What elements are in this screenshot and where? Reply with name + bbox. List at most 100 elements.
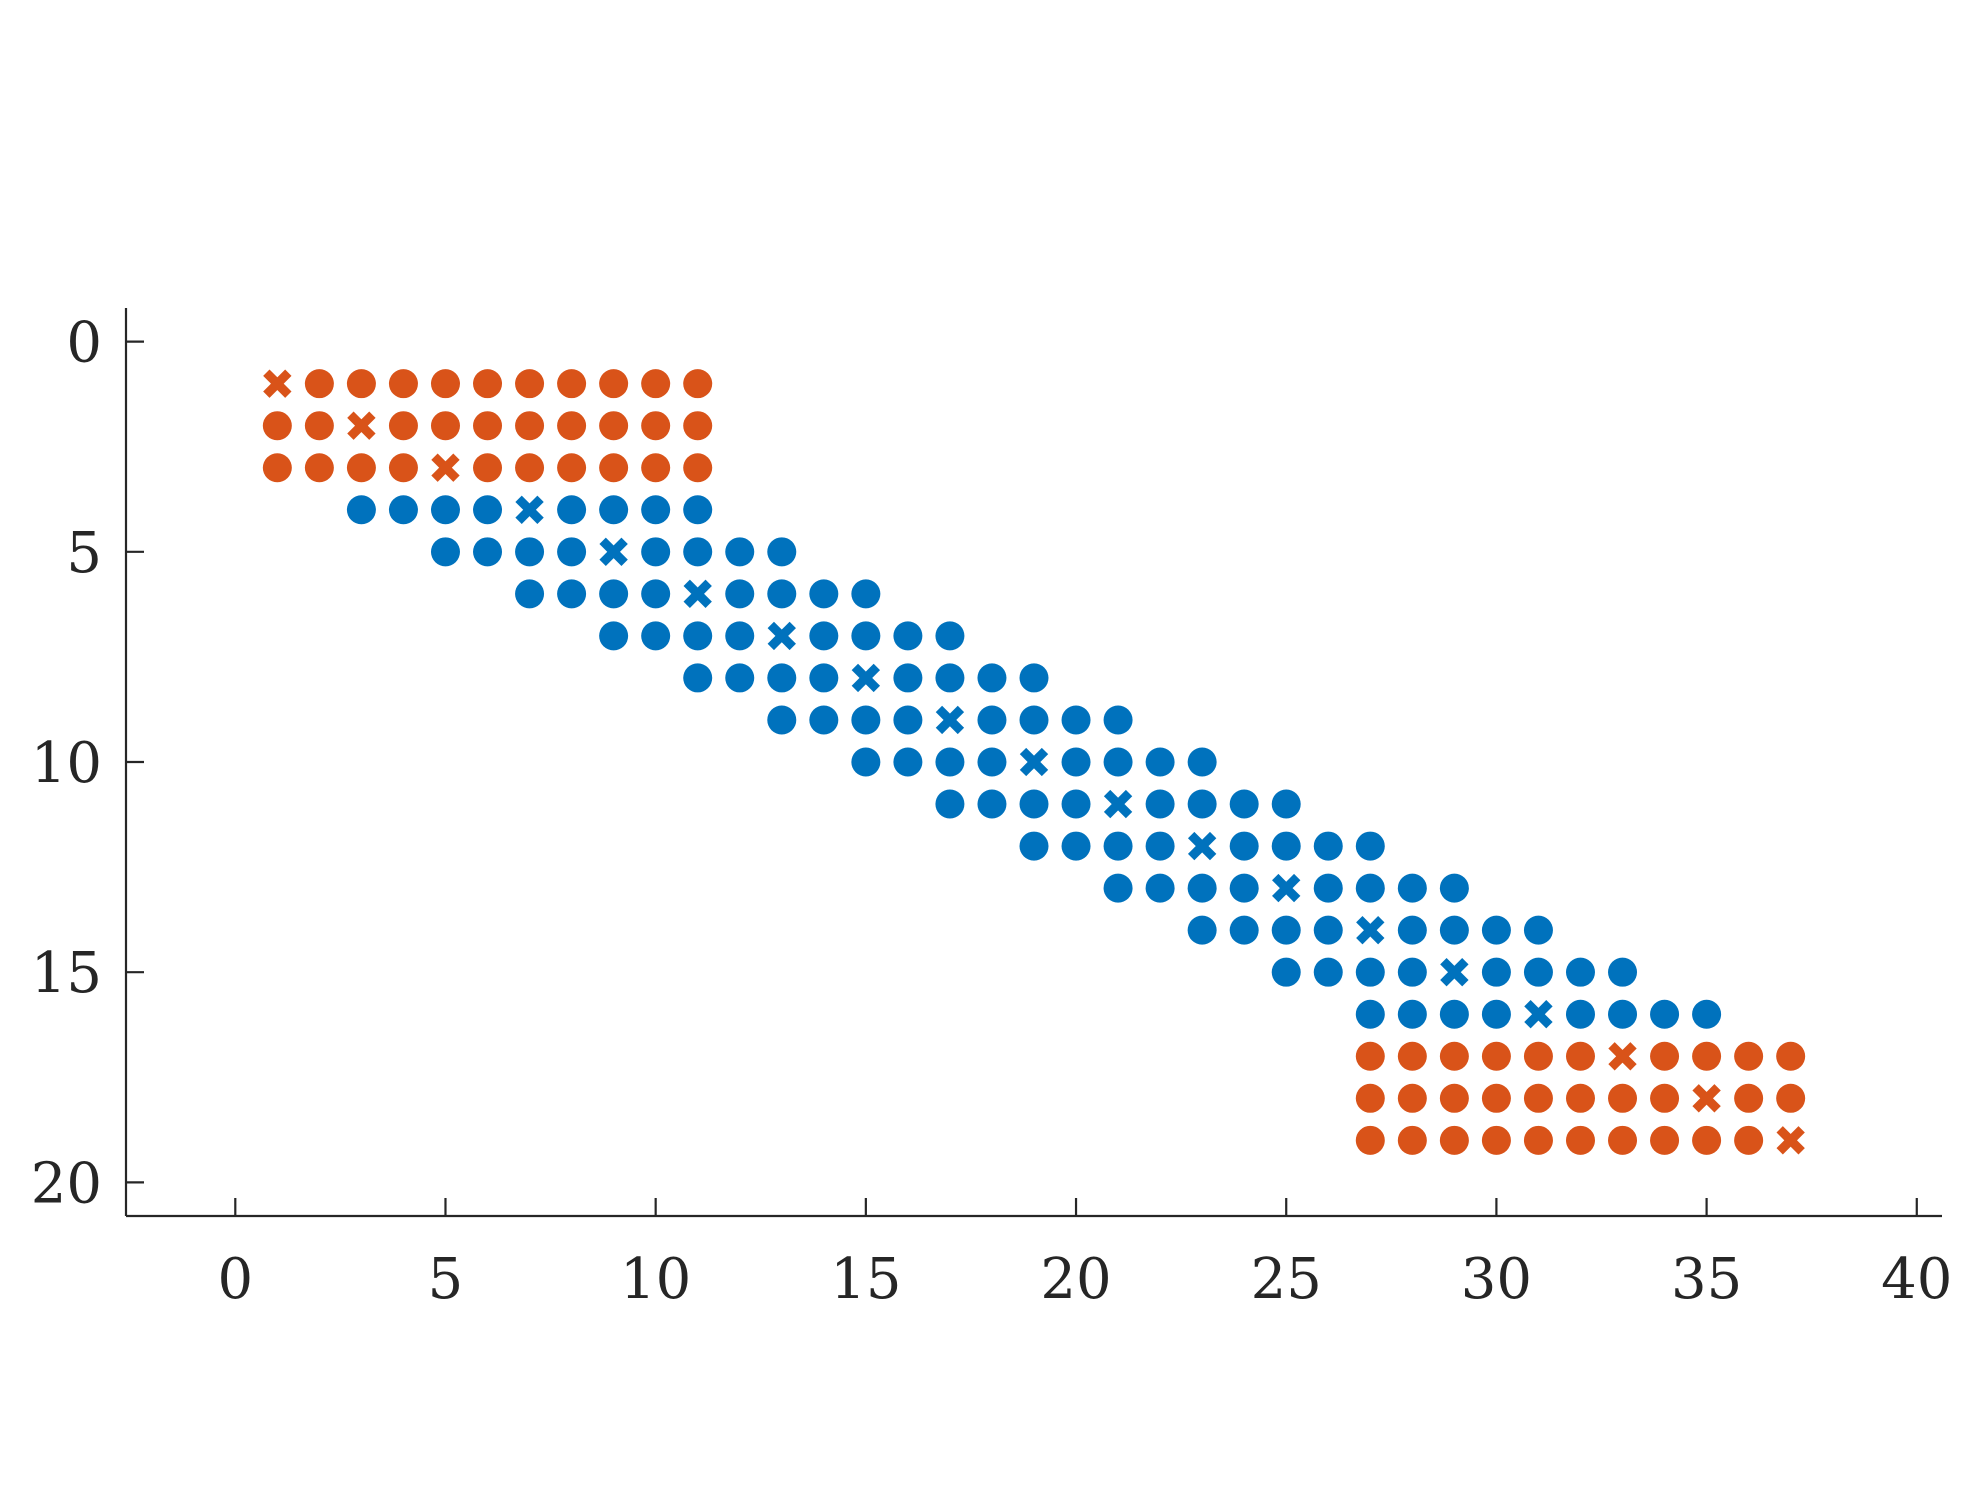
- dot-marker: [599, 453, 629, 483]
- dot-marker: [1608, 999, 1638, 1029]
- dot-marker: [262, 453, 292, 483]
- dot-marker: [767, 579, 797, 609]
- y-tick-label: 10: [31, 731, 102, 796]
- dot-marker: [1439, 873, 1469, 903]
- dot-marker: [1229, 789, 1259, 819]
- dot-marker: [1397, 1125, 1427, 1155]
- dot-marker: [935, 621, 965, 651]
- dot-marker: [767, 537, 797, 567]
- dot-marker: [809, 663, 839, 693]
- dot-marker: [1481, 1041, 1511, 1071]
- cross-marker: [1356, 915, 1385, 945]
- dot-marker: [1313, 957, 1343, 987]
- dot-marker: [935, 789, 965, 819]
- cross-marker: [1103, 789, 1133, 819]
- dot-marker: [1565, 1125, 1595, 1155]
- dot-marker: [557, 369, 587, 399]
- dot-marker: [1355, 1125, 1385, 1155]
- x-tick-label: 0: [217, 1247, 253, 1312]
- dot-marker: [851, 705, 881, 735]
- dot-marker: [641, 621, 671, 651]
- cross-marker: [1692, 1084, 1721, 1113]
- dot-marker: [430, 369, 460, 399]
- y-tick-label: 0: [66, 311, 102, 376]
- dot-marker: [1103, 873, 1133, 903]
- dot-marker: [893, 663, 923, 693]
- cross-marker: [767, 621, 796, 651]
- dot-marker: [304, 411, 334, 441]
- dot-marker: [1313, 915, 1343, 945]
- cross-marker: [515, 495, 544, 524]
- dot-marker: [893, 747, 923, 777]
- dot-marker: [683, 495, 713, 525]
- dot-marker: [1523, 1125, 1553, 1155]
- dot-marker: [1523, 1083, 1553, 1113]
- dot-marker: [1692, 1125, 1722, 1155]
- dot-marker: [1145, 789, 1175, 819]
- dot-marker: [683, 453, 713, 483]
- dot-marker: [1692, 999, 1722, 1029]
- cross-marker: [347, 411, 376, 440]
- cross-marker: [935, 705, 965, 735]
- dot-marker: [304, 369, 334, 399]
- dot-marker: [1481, 957, 1511, 987]
- dot-marker: [557, 495, 587, 525]
- dot-marker: [599, 495, 629, 525]
- cross-marker: [1440, 958, 1469, 987]
- dot-marker: [1523, 1041, 1553, 1071]
- dot-marker: [1650, 1125, 1680, 1155]
- dot-marker: [1397, 1041, 1427, 1071]
- dot-marker: [1650, 1041, 1680, 1071]
- dot-marker: [346, 453, 376, 483]
- dot-marker: [1019, 831, 1049, 861]
- dot-marker: [599, 369, 629, 399]
- cross-marker: [1524, 1000, 1553, 1029]
- dot-marker: [1355, 957, 1385, 987]
- dot-marker: [557, 537, 587, 567]
- dot-marker: [1565, 1041, 1595, 1071]
- dot-marker: [430, 495, 460, 525]
- dot-marker: [1565, 1083, 1595, 1113]
- dot-marker: [1481, 1083, 1511, 1113]
- dot-marker: [977, 789, 1007, 819]
- dot-marker: [1061, 705, 1091, 735]
- dot-marker: [473, 495, 503, 525]
- cross-marker: [1776, 1126, 1805, 1155]
- dot-marker: [1776, 1083, 1806, 1113]
- dot-marker: [1271, 957, 1301, 987]
- dot-marker: [1187, 915, 1217, 945]
- dot-marker: [515, 453, 545, 483]
- cross-marker: [683, 579, 712, 609]
- axis-ticks: 0 5 10 15 20 25 30 35 40 0 5 10 15 20: [31, 311, 1953, 1312]
- dot-marker: [935, 747, 965, 777]
- dot-marker: [1019, 663, 1049, 693]
- dot-marker: [641, 579, 671, 609]
- dot-marker: [1103, 831, 1133, 861]
- dot-marker: [1650, 999, 1680, 1029]
- x-tick-label: 15: [830, 1247, 901, 1312]
- dot-marker: [893, 705, 923, 735]
- y-tick-label: 5: [66, 521, 102, 586]
- dot-marker: [388, 411, 418, 441]
- dot-marker: [683, 537, 713, 567]
- dot-marker: [1103, 747, 1133, 777]
- dot-marker: [1187, 789, 1217, 819]
- dot-marker: [1145, 873, 1175, 903]
- dot-marker: [851, 579, 881, 609]
- dot-marker: [1608, 957, 1638, 987]
- dot-marker: [1187, 747, 1217, 777]
- dot-marker: [473, 369, 503, 399]
- dot-marker: [430, 411, 460, 441]
- dot-marker: [1313, 831, 1343, 861]
- cross-marker: [1019, 747, 1049, 777]
- cross-marker: [431, 453, 460, 482]
- dot-marker: [557, 579, 587, 609]
- dot-marker: [304, 453, 334, 483]
- dot-marker: [1734, 1125, 1764, 1155]
- dot-marker: [1734, 1041, 1764, 1071]
- y-tick-label: 20: [31, 1151, 102, 1216]
- dot-marker: [683, 411, 713, 441]
- dot-marker: [1103, 705, 1133, 735]
- dot-marker: [683, 621, 713, 651]
- x-tick-label: 20: [1040, 1247, 1111, 1312]
